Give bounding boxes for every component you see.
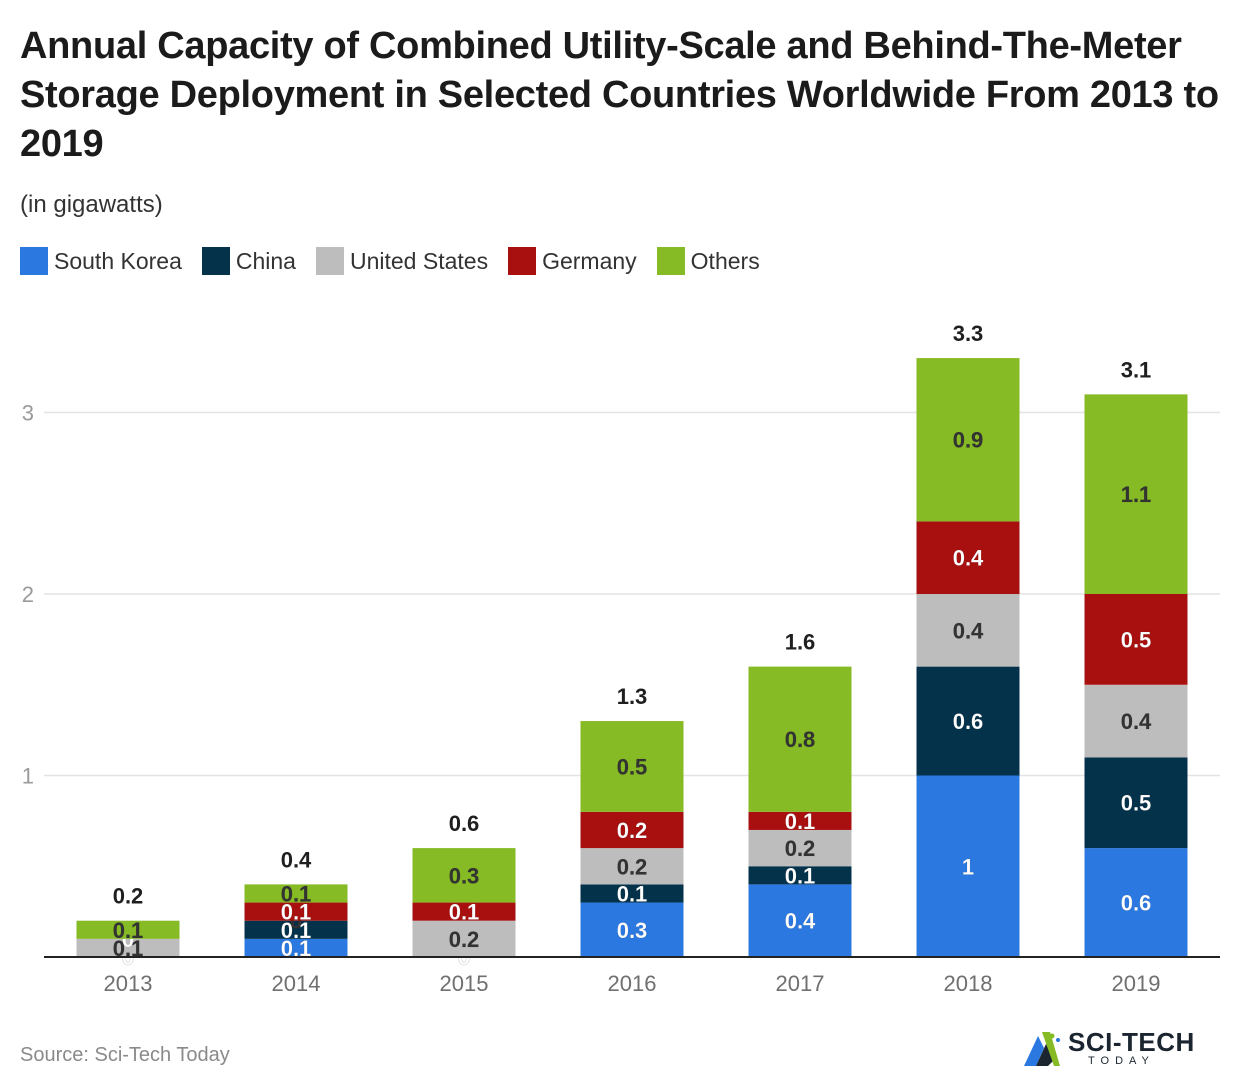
legend-swatch xyxy=(20,247,48,275)
bar-germany-2015 xyxy=(412,902,516,921)
y-tick-label: 1 xyxy=(22,764,34,789)
bar-germany-2019 xyxy=(1084,594,1188,685)
total-label-2016: 1.3 xyxy=(617,684,648,709)
legend-label: United States xyxy=(349,247,489,274)
bar-germany-2016 xyxy=(580,811,684,849)
data-label-germany-2019: 0.5 xyxy=(1121,627,1152,652)
legend-item-others[interactable]: Others xyxy=(656,247,760,275)
bar-others-2016 xyxy=(580,721,684,812)
data-label-others-2018: 0.9 xyxy=(953,428,984,453)
logo-name: SCI-TECH xyxy=(1068,1027,1195,1057)
bar-others-2018 xyxy=(916,358,1020,522)
data-label-china-2016: 0.1 xyxy=(617,881,648,906)
bar-others-2019 xyxy=(1084,394,1188,594)
legend-label: South Korea xyxy=(54,247,182,274)
total-label-2019: 3.1 xyxy=(1121,357,1152,382)
logo-subtitle: TODAY xyxy=(1088,1055,1155,1067)
bar-others-2014 xyxy=(244,884,348,903)
bar-others-2017 xyxy=(748,666,852,812)
total-label-2018: 3.3 xyxy=(953,321,984,346)
bar-united-states-2017 xyxy=(748,829,852,867)
data-label-others-2015: 0.3 xyxy=(449,863,480,888)
bar-china-2016 xyxy=(580,884,684,903)
bar-united-states-2018 xyxy=(916,594,1020,667)
chart-subtitle: (in gigawatts) xyxy=(20,191,163,218)
x-tick-label-2019: 2019 xyxy=(1112,971,1161,996)
data-label-others-2014: 0.1 xyxy=(281,881,312,906)
data-label-china-2018: 0.6 xyxy=(953,709,984,734)
bar-germany-2018 xyxy=(916,521,1020,594)
bar-south-korea-2019 xyxy=(1084,848,1188,957)
data-label-germany-2018: 0.4 xyxy=(953,546,984,571)
data-label-south-korea-2019: 0.6 xyxy=(1121,891,1152,916)
y-tick-label: 3 xyxy=(22,401,34,426)
total-label-2017: 1.6 xyxy=(785,630,816,655)
x-tick-label-2017: 2017 xyxy=(776,971,825,996)
bar-others-2015 xyxy=(412,848,516,903)
legend-label: Germany xyxy=(542,247,637,274)
data-label-united-states-2015: 0.2 xyxy=(449,927,480,952)
bar-united-states-2015 xyxy=(412,920,516,957)
legend-item-germany[interactable]: Germany xyxy=(508,247,637,275)
source-note: Source: Sci-Tech Today xyxy=(20,1044,230,1066)
legend-item-china[interactable]: China xyxy=(201,247,296,275)
bar-united-states-2013 xyxy=(76,938,180,957)
data-label-others-2016: 0.5 xyxy=(617,754,648,779)
sci-tech-logo: SCI-TECH TODAY xyxy=(1022,1026,1195,1070)
bar-germany-2017 xyxy=(748,811,852,830)
stacked-bar-chart: 123000.100.10.220130.10.100.10.10.420140… xyxy=(22,321,1220,996)
data-label-germany-2017: 0.1 xyxy=(785,809,816,834)
data-label-germany-2014: 0.1 xyxy=(281,900,312,925)
legend-label: Others xyxy=(690,247,760,274)
data-label-china-2019: 0.5 xyxy=(1121,791,1152,816)
x-tick-label-2016: 2016 xyxy=(608,971,657,996)
x-tick-label-2013: 2013 xyxy=(104,971,153,996)
data-label-china-2017: 0.1 xyxy=(785,863,816,888)
total-label-2014: 0.4 xyxy=(281,847,312,872)
bar-germany-2014 xyxy=(244,902,348,921)
total-label-2015: 0.6 xyxy=(449,811,480,836)
data-label-united-states-2019: 0.4 xyxy=(1121,709,1152,734)
legend-label: China xyxy=(235,247,296,274)
bar-united-states-2019 xyxy=(1084,684,1188,758)
bar-others-2013 xyxy=(76,920,180,939)
bar-china-2014 xyxy=(244,920,348,939)
bar-south-korea-2018 xyxy=(916,775,1020,957)
legend-swatch xyxy=(656,247,685,275)
data-label-china-2014: 0.1 xyxy=(281,918,312,943)
bar-south-korea-2017 xyxy=(748,884,852,957)
data-label-united-states-2017: 0.2 xyxy=(785,836,816,861)
data-label-south-korea-2016: 0.3 xyxy=(617,918,648,943)
x-tick-label-2015: 2015 xyxy=(440,971,489,996)
chart-legend: South Korea China United States Germany Othe… xyxy=(20,247,780,275)
y-tick-label: 2 xyxy=(22,582,34,607)
legend-item-south-korea[interactable]: South Korea xyxy=(20,247,182,275)
bar-united-states-2016 xyxy=(580,848,684,885)
legend-swatch xyxy=(508,247,537,275)
data-label-others-2013: 0.1 xyxy=(113,918,144,943)
bar-china-2017 xyxy=(748,866,852,885)
bar-south-korea-2014 xyxy=(244,938,348,957)
legend-swatch xyxy=(315,247,344,275)
sci-tech-logo-icon xyxy=(1024,1032,1060,1066)
bar-china-2018 xyxy=(916,666,1020,776)
bar-south-korea-2016 xyxy=(580,902,684,957)
x-tick-label-2018: 2018 xyxy=(944,971,993,996)
bar-china-2019 xyxy=(1084,757,1188,849)
data-label-south-korea-2017: 0.4 xyxy=(785,909,816,934)
legend-swatch xyxy=(201,247,230,275)
data-label-united-states-2018: 0.4 xyxy=(953,618,984,643)
data-label-others-2019: 1.1 xyxy=(1121,482,1152,507)
total-label-2013: 0.2 xyxy=(113,884,144,909)
data-label-germany-2015: 0.1 xyxy=(449,900,480,925)
legend-item-united-states[interactable]: United States xyxy=(315,247,489,275)
chart-title: Annual Capacity of Combined Utility-Scal… xyxy=(20,25,1219,165)
data-label-south-korea-2018: 1 xyxy=(962,854,974,879)
data-label-germany-2016: 0.2 xyxy=(617,818,648,843)
data-label-others-2017: 0.8 xyxy=(785,727,816,752)
x-tick-label-2014: 2014 xyxy=(272,971,321,996)
data-label-united-states-2016: 0.2 xyxy=(617,854,648,879)
